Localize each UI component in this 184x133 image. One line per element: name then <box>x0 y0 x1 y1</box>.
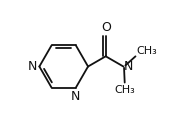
Text: O: O <box>101 20 111 34</box>
Text: CH₃: CH₃ <box>136 46 157 56</box>
Text: CH₃: CH₃ <box>114 85 135 95</box>
Text: N: N <box>71 90 81 103</box>
Text: N: N <box>124 60 133 73</box>
Text: N: N <box>28 60 37 73</box>
